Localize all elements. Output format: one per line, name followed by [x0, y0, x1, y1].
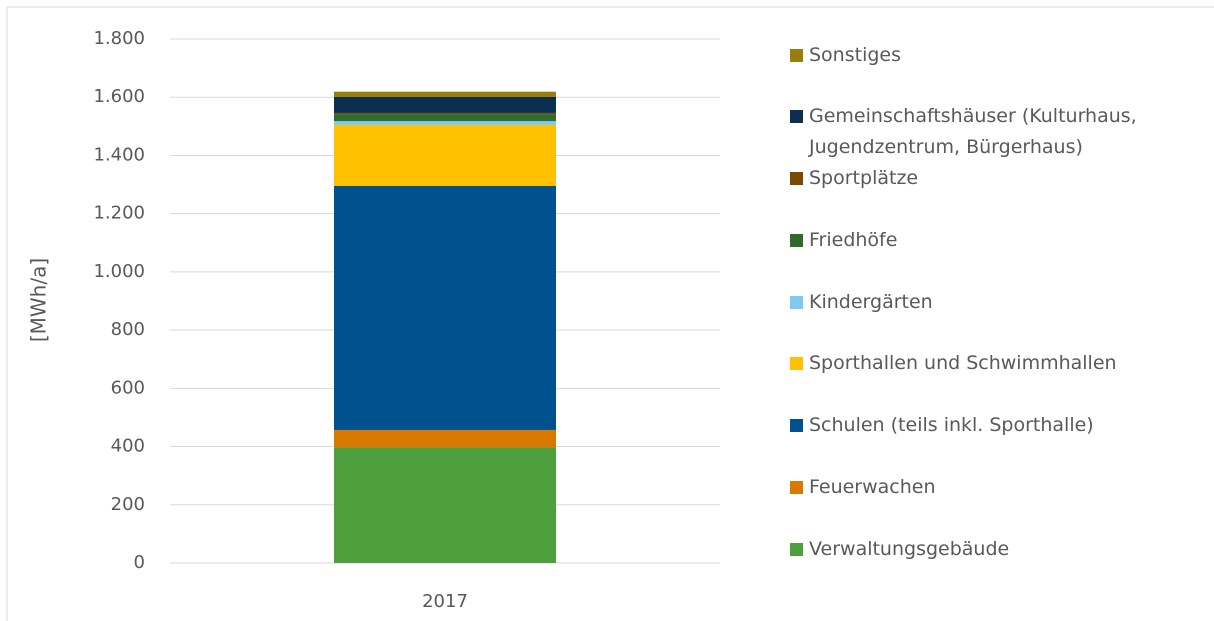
legend-item: Verwaltungsgebäude — [790, 534, 1190, 565]
legend-label: Friedhöfe — [809, 228, 898, 251]
legend-swatch — [790, 233, 803, 247]
y-tick-label: 600 — [111, 377, 145, 398]
legend-item: Sportplätze — [790, 163, 1190, 194]
legend-swatch — [790, 110, 803, 124]
legend-item: Sporthallen und Schwimmhallen — [790, 348, 1190, 379]
legend-swatch — [790, 48, 803, 62]
legend-item: Kindergärten — [790, 287, 1190, 318]
y-tick-label: 200 — [111, 494, 145, 515]
legend-swatch — [790, 542, 803, 556]
legend-swatch — [790, 172, 803, 185]
legend-item: Sonstiges — [790, 40, 1190, 71]
legend-label: Sporthallen und Schwimmhallen — [809, 352, 1117, 375]
legend-swatch — [790, 295, 803, 309]
bar-segment — [334, 121, 556, 125]
bar-segment — [334, 91, 556, 97]
bar-segment — [334, 429, 556, 448]
x-tick-label: 2017 — [422, 591, 468, 612]
legend-label: Sonstiges — [809, 43, 902, 66]
legend-swatch — [790, 357, 803, 371]
bar-segment — [334, 114, 556, 122]
y-tick-label: 1.600 — [93, 86, 145, 107]
y-tick-label: 1.400 — [93, 144, 145, 165]
legend-label: Kindergärten — [809, 290, 933, 313]
chart-frame — [6, 6, 1214, 621]
bar-segment — [334, 96, 556, 113]
legend-item: Friedhöfe — [790, 225, 1190, 256]
bar-segment — [334, 112, 556, 115]
legend-swatch — [790, 419, 803, 432]
y-axis-label: [MWh/a] — [27, 258, 51, 342]
y-tick-label: 1.000 — [93, 261, 145, 282]
bar-segment — [334, 447, 556, 563]
legend-label: Verwaltungsgebäude — [809, 537, 1010, 560]
legend-item: Schulen (teils inkl. Sporthalle) — [790, 410, 1190, 441]
legend-label: Sportplätze — [809, 167, 919, 189]
y-tick-label: 1.800 — [93, 28, 145, 49]
bar-segment — [334, 186, 556, 430]
bar-segment — [334, 124, 556, 187]
legend-label: Feuerwachen — [809, 475, 936, 498]
legend-item: Feuerwachen — [790, 472, 1190, 503]
legend-swatch — [790, 480, 803, 494]
y-tick-label: 0 — [134, 552, 145, 573]
legend-item: Gemeinschaftshäuser (Kulturhaus, Jugendz… — [790, 101, 1190, 163]
legend-label: Schulen (teils inkl. Sporthalle) — [809, 414, 1094, 436]
y-tick-label: 800 — [111, 319, 145, 340]
y-tick-label: 400 — [111, 436, 145, 457]
legend-label: Gemeinschaftshäuser (Kulturhaus, Jugendz… — [809, 105, 1137, 159]
y-tick-label: 1.200 — [93, 203, 145, 224]
